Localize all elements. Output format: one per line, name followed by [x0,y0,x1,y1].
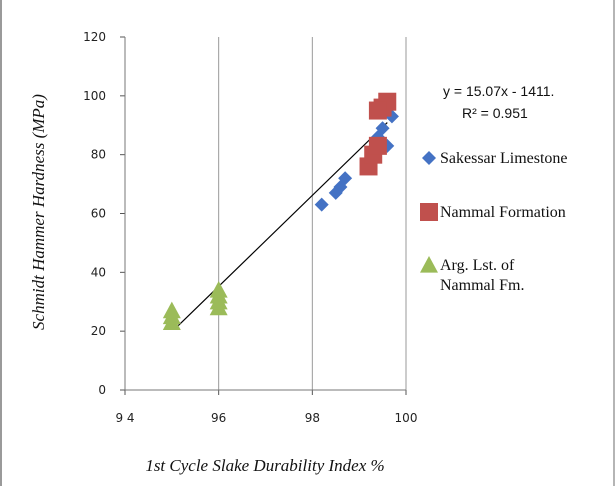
data-point [375,121,390,136]
y-tick-label: 0 [98,383,106,397]
legend-label: Arg. Lst. of [440,257,515,274]
axes [120,36,407,395]
r-squared-label: R² = 0.951 [462,105,528,121]
grid-lines [218,37,407,390]
y-tick-label: 120 [83,30,106,44]
legend-label: Sakessar Limestone [440,150,568,167]
data-point [209,280,228,298]
y-tick-label: 80 [91,148,106,162]
x-tick-label: 9 4 [115,411,134,425]
data-point [368,101,387,120]
data-point [314,197,329,212]
y-tick-label: 100 [83,89,106,103]
y-tick-label: 40 [91,265,106,279]
x-tick-label: 96 [211,411,226,425]
legend-label: Nammal Fm. [440,277,524,294]
trendline [176,122,388,328]
y-axis-title: Schmidt Hammer Hardness (MPa) [29,94,48,330]
data-point [338,171,353,186]
legend-label: Nammal Formation [440,204,566,221]
legend-marker [420,256,438,273]
data-point [162,301,181,319]
y-tick-label: 60 [91,207,106,221]
legend-marker [422,151,436,165]
data-point [368,136,387,155]
legend-marker [420,203,438,221]
equation-label: y = 15.07x - 1411. [443,83,554,99]
trendline-group [176,122,388,328]
x-tick-label: 100 [395,411,418,425]
tick-labels: 9 4 96 98 100 0 20 40 60 80 100 120 [83,30,417,425]
x-axis-title: 1st Cycle Slake Durability Index % [145,456,384,475]
x-tick-label: 98 [305,411,320,425]
legend: Sakessar Limestone Nammal Formation Arg. L… [420,150,568,294]
data-points [162,92,399,330]
y-tick-label: 20 [91,324,106,338]
